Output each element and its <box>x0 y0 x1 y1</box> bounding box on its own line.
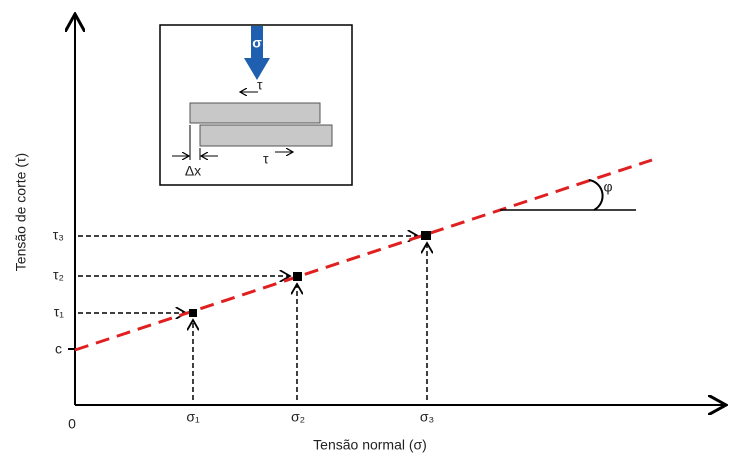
angle-arc <box>589 180 603 210</box>
origin-label: 0 <box>68 416 76 432</box>
shear-label: τ <box>257 77 263 93</box>
shear-label: τ <box>263 151 269 167</box>
point <box>293 272 302 281</box>
y-tick-label: c <box>55 341 62 357</box>
diagram: 0 Tensão normal (σ) Tensão de corte (τ) … <box>0 0 731 459</box>
x-tick-label: σ₁ <box>186 409 200 425</box>
y-tick-label: τ₃ <box>53 227 64 243</box>
load-label: σ <box>252 35 262 51</box>
displacement-label: Δx <box>185 163 201 179</box>
angle-label: φ <box>603 179 612 195</box>
point <box>421 231 431 240</box>
x-axis-label: Tensão normal (σ) <box>313 437 427 453</box>
inset: σ τ Δx τ <box>160 25 352 185</box>
point <box>189 309 197 317</box>
y-tick-label: τ₁ <box>54 304 65 320</box>
x-tick-label: σ₃ <box>420 409 434 425</box>
y-tick-label: τ₂ <box>53 267 64 283</box>
failure-envelope <box>75 160 652 350</box>
x-tick-label: σ₂ <box>291 409 305 425</box>
y-axis-label: Tensão de corte (τ) <box>13 153 29 271</box>
projections <box>78 236 427 400</box>
